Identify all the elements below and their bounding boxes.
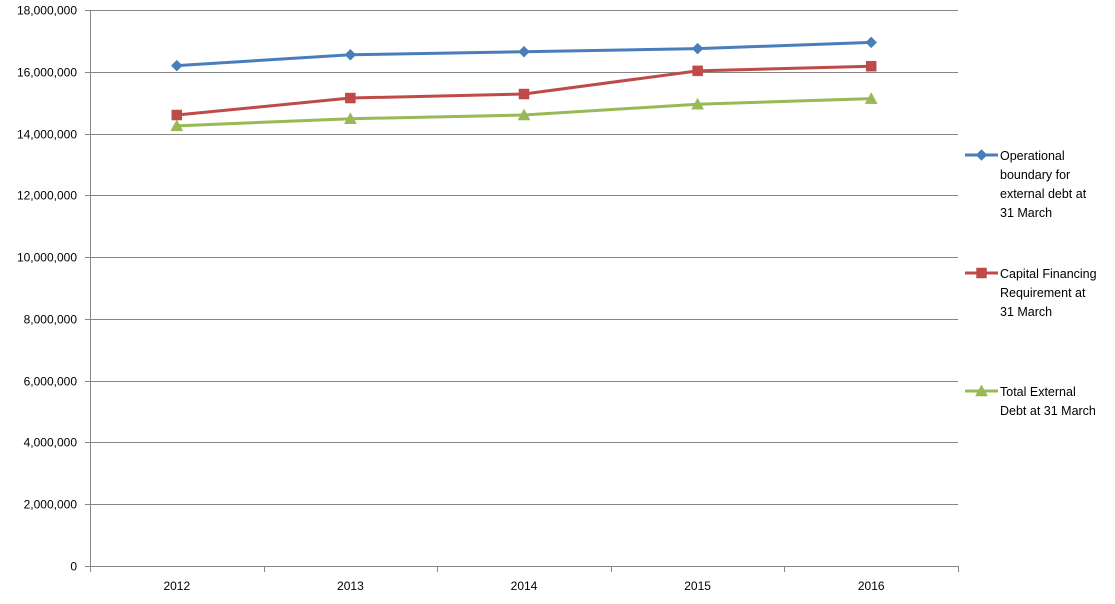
y-tick-label: 18,000,000 <box>17 4 77 18</box>
x-tick-label: 2014 <box>511 579 538 593</box>
data-point <box>518 88 530 100</box>
series-group <box>170 36 878 132</box>
gridlines <box>90 10 958 505</box>
legend-label: Capital Financing <box>1000 267 1097 281</box>
data-point <box>864 92 878 104</box>
series-1 <box>170 36 878 72</box>
legend-entry-1: Operational boundary for external debt at 3… <box>965 149 1087 220</box>
legend-label: Total External <box>1000 385 1076 399</box>
legend-label: Operational <box>1000 149 1065 163</box>
data-point <box>692 65 703 77</box>
legend-entry-2: Capital Financing Requirement at 31 March <box>965 267 1097 319</box>
data-point <box>865 60 877 72</box>
y-tick-label: 14,000,000 <box>17 128 77 142</box>
legend-label: Requirement at <box>1000 286 1086 300</box>
y-tick-label: 0 <box>70 560 77 574</box>
series-2 <box>171 60 877 121</box>
data-point <box>345 92 356 104</box>
x-tick-label: 2012 <box>163 579 190 593</box>
legend-marker <box>975 149 988 161</box>
legend-marker <box>976 267 987 279</box>
legend-label: external debt at <box>1000 187 1087 201</box>
y-tick-label: 10,000,000 <box>17 251 77 265</box>
y-tick-label: 16,000,000 <box>17 66 77 80</box>
legend-label: 31 March <box>1000 206 1052 220</box>
x-tick-label: 2015 <box>684 579 711 593</box>
data-point <box>344 48 357 61</box>
y-tick-label: 4,000,000 <box>24 436 78 450</box>
x-tick-label: 2016 <box>858 579 885 593</box>
legend-marker <box>975 384 988 397</box>
data-point <box>170 59 183 72</box>
y-tick-label: 8,000,000 <box>24 313 78 327</box>
data-point <box>517 108 531 121</box>
x-tick-label: 2013 <box>337 579 364 593</box>
data-point <box>518 45 530 58</box>
data-point <box>691 42 704 55</box>
legend: Operational boundary for external debt at 3… <box>965 149 1097 418</box>
data-point <box>865 36 878 49</box>
data-point <box>170 119 184 132</box>
data-point <box>691 97 705 110</box>
data-point <box>171 109 183 121</box>
axes: 0 2,000,000 4,000,000 6,000,000 8,000,000 10,… <box>17 4 959 593</box>
y-tick-label: 6,000,000 <box>24 375 78 389</box>
legend-label: Debt at 31 March <box>1000 404 1096 418</box>
y-tick-label: 2,000,000 <box>24 498 78 512</box>
y-tick-label: 12,000,000 <box>17 189 77 203</box>
legend-entry-3: Total External Debt at 31 March <box>965 384 1096 418</box>
legend-label: boundary for <box>1000 168 1070 182</box>
series-3 <box>170 92 878 132</box>
legend-label: 31 March <box>1000 305 1052 319</box>
data-point <box>343 112 357 124</box>
